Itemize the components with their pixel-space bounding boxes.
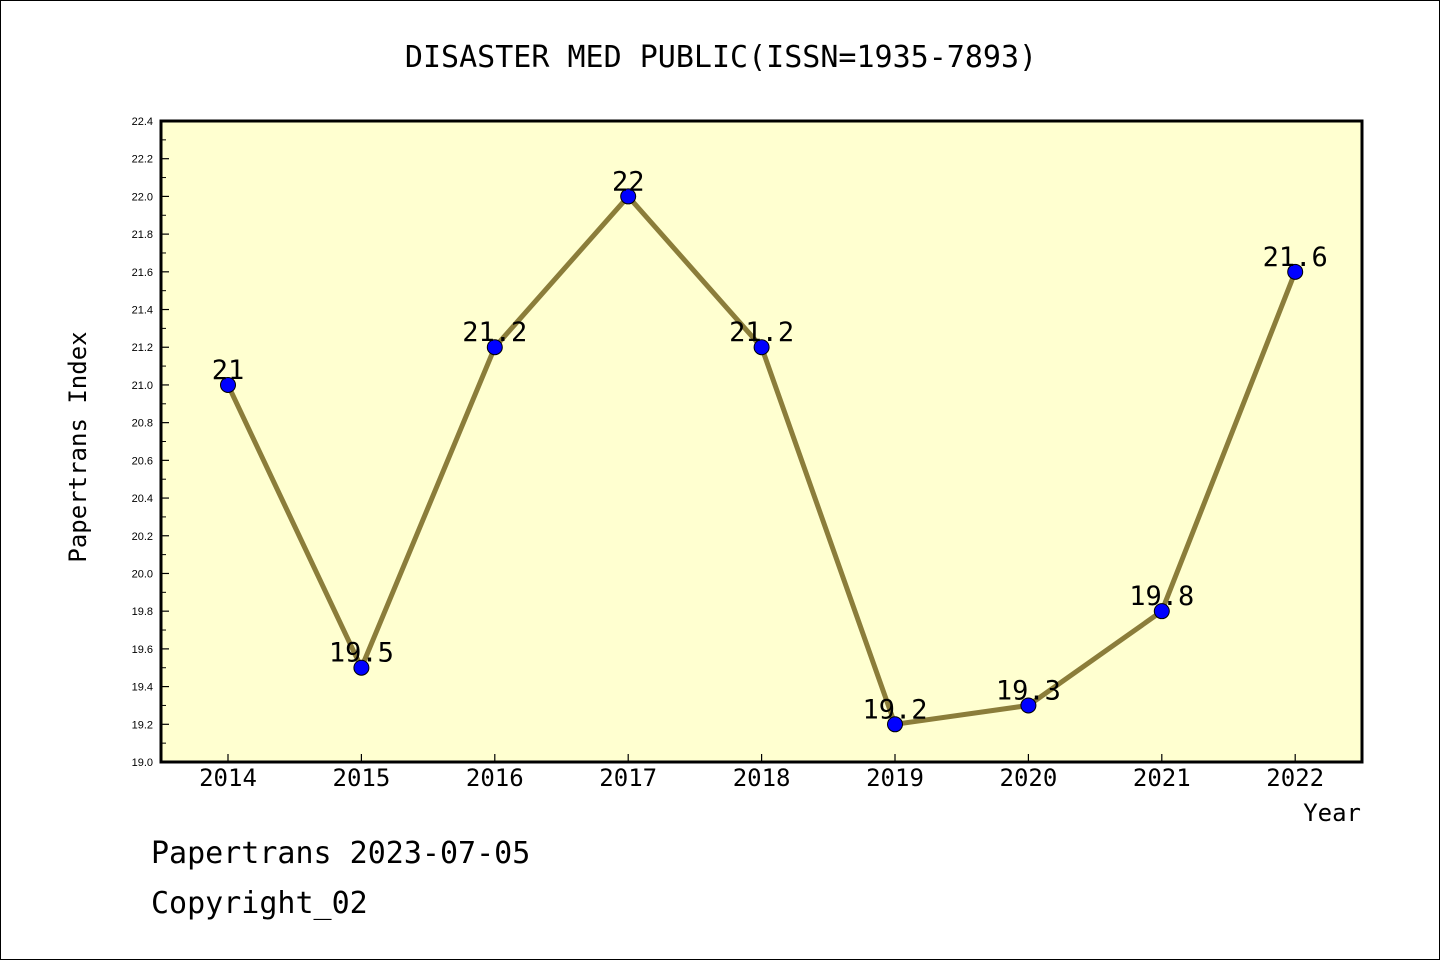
x-axis: 2014 2015 2016 2017 2018 2019 2020 2021 2022 — [199, 754, 1324, 792]
data-label: 19.2 — [862, 694, 927, 725]
plot-area — [159, 119, 1364, 764]
x-tick-label: 2019 — [866, 764, 924, 792]
data-label: 21.6 — [1263, 242, 1328, 273]
y-tick-label: 21.8 — [132, 229, 153, 241]
series-layer: 21 19.5 21.2 22 21.2 19.2 19.3 19.8 21.6 — [212, 166, 1328, 733]
data-point — [753, 339, 770, 356]
data-label: 19.8 — [1129, 581, 1194, 612]
data-label: 21.2 — [729, 317, 794, 348]
chart-title: DISASTER MED PUBLIC(ISSN=1935-7893) — [405, 40, 1037, 75]
x-axis-label: Year — [1303, 799, 1361, 827]
y-axis-label: Papertrans Index — [64, 331, 92, 562]
y-tick-label: 21.4 — [132, 305, 153, 317]
y-tick-label: 19.4 — [132, 682, 153, 694]
footer-date-text: Papertrans 2023-07-05 — [151, 836, 531, 871]
y-tick-label: 20.4 — [132, 493, 153, 505]
y-tick-label: 19.2 — [132, 719, 153, 731]
x-tick-label: 2017 — [599, 764, 657, 792]
data-label: 19.3 — [996, 675, 1061, 706]
x-tick-label: 2016 — [466, 764, 524, 792]
y-tick-label: 19.6 — [132, 644, 153, 656]
data-label: 19.5 — [329, 638, 394, 669]
data-point — [486, 339, 503, 356]
data-label: 21.2 — [462, 317, 527, 348]
x-tick-label: 2021 — [1133, 764, 1191, 792]
y-tick-label: 19.8 — [132, 606, 153, 618]
x-tick-label: 2020 — [1000, 764, 1058, 792]
data-point — [220, 376, 236, 393]
data-point — [353, 659, 370, 676]
y-tick-label: 21.2 — [132, 342, 153, 354]
y-tick-label: 20.0 — [132, 568, 153, 580]
y-tick-label: 21.6 — [132, 267, 153, 279]
y-tick-label: 20.8 — [132, 418, 153, 430]
data-point — [1020, 697, 1037, 714]
y-tick-label: 19.0 — [132, 757, 153, 769]
y-tick-label: 21.0 — [132, 380, 153, 392]
y-axis: 19.0 19.2 19.4 19.6 19.8 20.0 20.2 20.4 20.6 20.8… — [132, 116, 169, 769]
x-tick-label: 2015 — [333, 764, 391, 792]
footer-copyright-text: Copyright_02 — [151, 886, 368, 921]
y-tick-label: 22.0 — [132, 191, 153, 203]
y-tick-label: 20.6 — [132, 455, 153, 467]
data-label: 22 — [612, 166, 645, 197]
x-tick-label: 2014 — [199, 764, 257, 792]
y-tick-label: 20.2 — [132, 531, 153, 543]
y-tick-label: 22.4 — [132, 116, 153, 128]
data-point — [1153, 603, 1170, 620]
x-tick-label: 2018 — [733, 764, 791, 792]
x-tick-label: 2022 — [1266, 764, 1324, 792]
data-label: 21 — [212, 355, 245, 386]
y-tick-label: 22.2 — [132, 154, 153, 166]
data-point — [620, 188, 637, 205]
data-point — [887, 716, 903, 733]
data-point — [1287, 263, 1304, 280]
